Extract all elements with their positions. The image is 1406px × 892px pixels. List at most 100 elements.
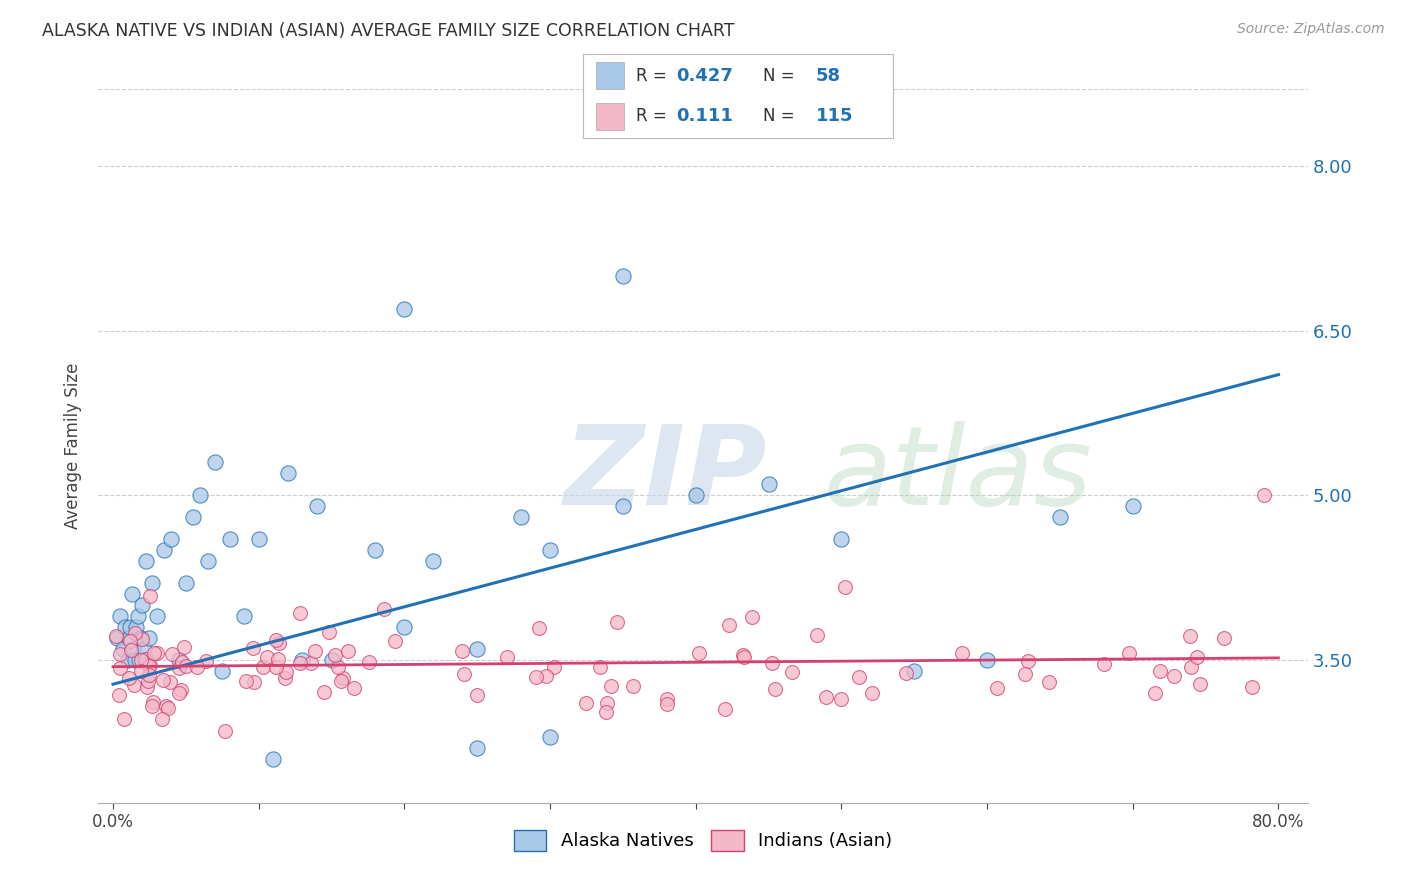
Point	[139, 589, 162, 603]
Point	[138, 631, 160, 645]
Point	[233, 609, 256, 624]
Point	[509, 510, 531, 524]
Point	[122, 678, 145, 692]
Point	[538, 730, 561, 744]
Point	[364, 543, 387, 558]
Point	[860, 686, 883, 700]
Point	[141, 576, 163, 591]
Text: N =: N =	[763, 107, 800, 125]
Point	[612, 268, 634, 283]
Point	[160, 533, 183, 547]
Point	[129, 653, 152, 667]
Point	[169, 686, 191, 700]
Point	[465, 688, 488, 702]
Point	[595, 706, 617, 720]
Point	[336, 644, 359, 658]
Point	[450, 643, 472, 657]
Point	[129, 631, 152, 645]
Point	[122, 642, 145, 657]
Point	[1189, 677, 1212, 691]
Point	[131, 598, 153, 612]
Point	[136, 673, 159, 688]
Point	[153, 543, 176, 558]
Point	[763, 681, 786, 696]
Y-axis label: Average Family Size: Average Family Size	[65, 363, 83, 529]
Point	[321, 653, 343, 667]
Point	[105, 629, 128, 643]
Point	[688, 646, 710, 660]
Point	[118, 671, 141, 685]
Point	[108, 688, 131, 702]
Point	[256, 649, 278, 664]
Point	[394, 301, 416, 316]
Point	[118, 631, 141, 645]
Point	[714, 702, 737, 716]
Text: 0.427: 0.427	[676, 67, 733, 85]
Point	[129, 665, 152, 679]
Point	[242, 641, 264, 656]
Point	[655, 691, 678, 706]
Point	[152, 673, 174, 687]
Point	[1017, 654, 1039, 668]
Point	[135, 652, 157, 666]
Point	[235, 673, 257, 688]
Point	[120, 620, 142, 634]
Point	[976, 653, 998, 667]
Legend: Alaska Natives, Indians (Asian): Alaska Natives, Indians (Asian)	[506, 822, 900, 858]
Point	[247, 533, 270, 547]
Point	[1014, 666, 1036, 681]
Point	[373, 602, 395, 616]
Point	[496, 650, 519, 665]
Point	[1180, 660, 1202, 674]
Point	[685, 488, 707, 502]
Point	[343, 681, 366, 695]
Point	[134, 653, 156, 667]
Point	[291, 653, 314, 667]
Point	[1178, 629, 1201, 643]
Point	[155, 699, 177, 714]
Point	[190, 488, 212, 502]
Point	[135, 681, 157, 695]
Point	[135, 554, 157, 568]
Point	[543, 660, 565, 674]
Point	[288, 606, 311, 620]
Point	[156, 701, 179, 715]
Point	[114, 620, 136, 634]
Point	[274, 671, 297, 685]
Point	[780, 665, 803, 679]
Point	[181, 510, 204, 524]
Point	[105, 631, 128, 645]
Point	[1253, 488, 1275, 502]
Point	[758, 477, 780, 491]
Point	[139, 658, 162, 673]
Point	[329, 674, 352, 689]
Point	[655, 697, 678, 711]
Point	[1185, 650, 1208, 665]
Point	[815, 690, 838, 705]
Point	[170, 682, 193, 697]
Point	[266, 633, 288, 648]
Point	[174, 576, 197, 591]
Text: ALASKA NATIVE VS INDIAN (ASIAN) AVERAGE FAMILY SIZE CORRELATION CHART: ALASKA NATIVE VS INDIAN (ASIAN) AVERAGE …	[42, 22, 735, 40]
Point	[160, 647, 183, 661]
Point	[599, 679, 621, 693]
Point	[124, 653, 146, 667]
Point	[589, 659, 612, 673]
Point	[125, 620, 148, 634]
Point	[538, 543, 561, 558]
Point	[394, 620, 416, 634]
Point	[529, 621, 551, 635]
Point	[121, 587, 143, 601]
Point	[120, 643, 142, 657]
Point	[138, 659, 160, 673]
Point	[299, 657, 322, 671]
Point	[806, 628, 828, 642]
Point	[314, 684, 336, 698]
Point	[326, 660, 349, 674]
Point	[848, 670, 870, 684]
Point	[214, 724, 236, 739]
Text: R =: R =	[636, 107, 678, 125]
Point	[132, 642, 155, 657]
Point	[197, 554, 219, 568]
Point	[146, 646, 169, 660]
